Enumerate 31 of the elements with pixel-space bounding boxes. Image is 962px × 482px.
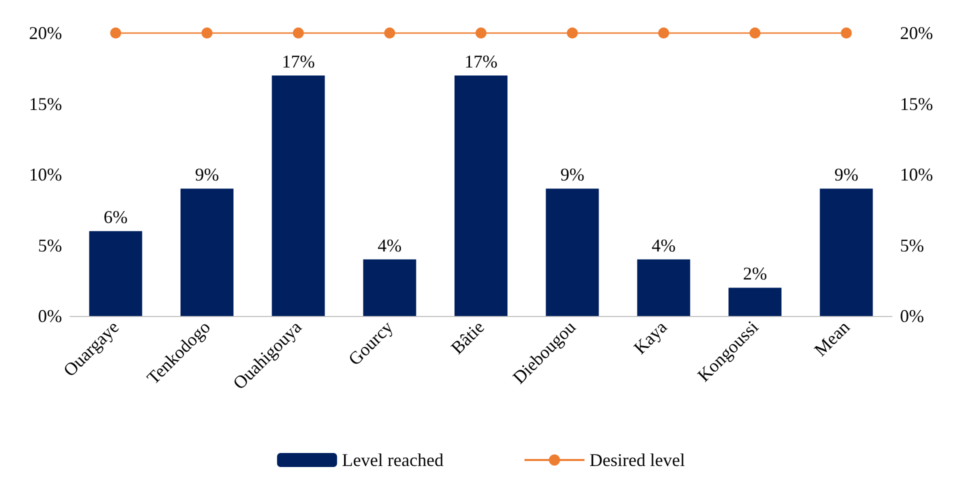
bar xyxy=(728,288,782,316)
data-label: 6% xyxy=(104,207,128,228)
y-tick-label: 15% xyxy=(29,94,62,114)
data-label: 4% xyxy=(378,235,402,256)
bar xyxy=(637,259,690,316)
data-label: 9% xyxy=(560,164,584,185)
y2-tick-label: 20% xyxy=(900,23,933,43)
y2-tick-label: 5% xyxy=(900,235,924,256)
bar xyxy=(89,231,142,316)
y-tick-label: 5% xyxy=(38,235,62,256)
legend-label: Level reached xyxy=(342,450,444,470)
data-label: 2% xyxy=(743,264,767,284)
data-label: 9% xyxy=(834,164,858,185)
data-label: 17% xyxy=(464,51,498,72)
data-label: 4% xyxy=(652,235,676,256)
y-tick-label: 10% xyxy=(29,164,62,184)
bar xyxy=(820,188,873,316)
y2-tick-label: 10% xyxy=(900,164,933,184)
y-tick-label: 20% xyxy=(29,23,62,43)
bar xyxy=(180,188,234,316)
data-label: 9% xyxy=(195,164,219,185)
y-tick-label: 0% xyxy=(38,306,62,326)
data-label: 17% xyxy=(282,51,315,72)
y2-tick-label: 15% xyxy=(900,94,933,114)
y2-tick-label: 0% xyxy=(900,306,924,326)
bar xyxy=(363,259,416,316)
legend-label: Desired level xyxy=(589,450,685,470)
bar xyxy=(272,75,325,316)
bar xyxy=(454,75,508,316)
bar xyxy=(546,188,599,316)
x-tick-label: Kaya xyxy=(630,316,671,358)
